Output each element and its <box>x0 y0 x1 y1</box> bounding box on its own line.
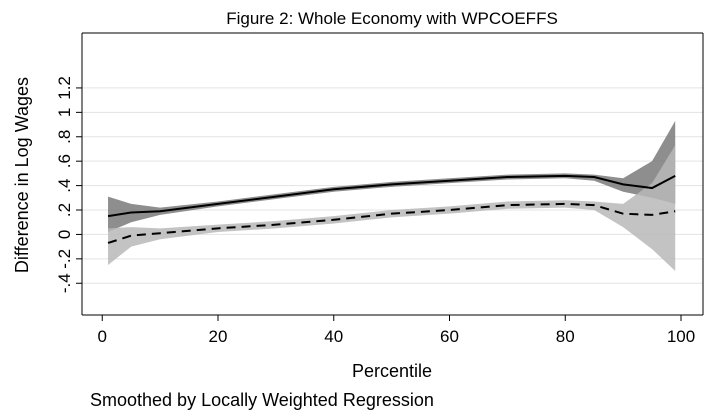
x-tick-label: 40 <box>324 327 343 346</box>
x-tick-label: 80 <box>556 327 575 346</box>
y-tick-label: .2 <box>55 203 74 217</box>
chart-title: Figure 2: Whole Economy with WPCOEFFS <box>226 9 558 28</box>
y-tick-label: -.2 <box>55 249 74 269</box>
series-line <box>107 202 676 244</box>
plot-area <box>82 33 703 315</box>
y-tick-label: -.4 <box>55 273 74 293</box>
y-tick-label: .6 <box>55 154 74 168</box>
y-tick-label: 1 <box>55 108 74 117</box>
x-tick-label: 0 <box>98 327 107 346</box>
y-axis-label: Difference in Log Wages <box>12 77 32 273</box>
series-line <box>107 174 676 218</box>
y-tick-label: .4 <box>55 179 74 193</box>
y-tick-label: .8 <box>55 130 74 144</box>
x-tick-label: 60 <box>440 327 459 346</box>
y-tick-label: 0 <box>55 230 74 239</box>
note: Smoothed by Locally Weighted Regression <box>90 390 434 410</box>
x-axis-label: Percentile <box>352 361 432 381</box>
x-tick-label: 100 <box>667 327 695 346</box>
x-tick-label: 20 <box>209 327 228 346</box>
y-tick-label: 1.2 <box>55 76 74 100</box>
